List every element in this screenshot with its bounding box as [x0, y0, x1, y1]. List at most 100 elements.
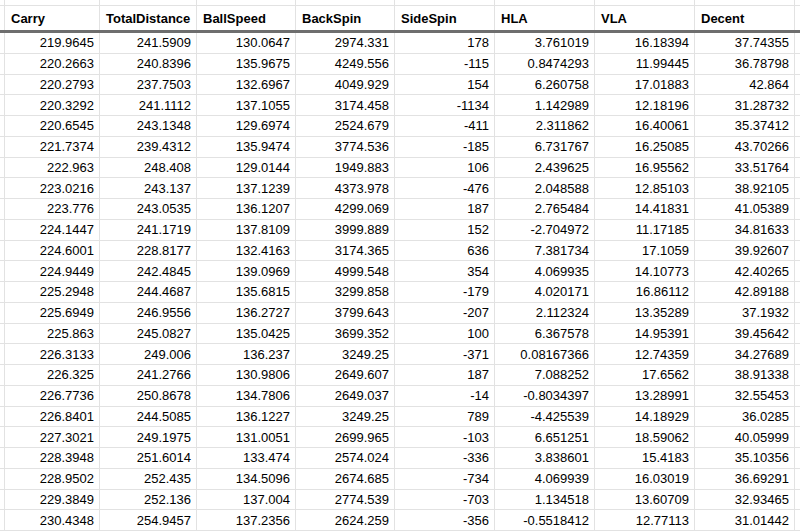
cell-totaldistance[interactable]: 237.7503 [100, 75, 197, 95]
cell-totaldistance[interactable]: 250.8678 [100, 386, 197, 406]
cell-hla[interactable]: 2.112324 [495, 303, 595, 323]
cell-carry[interactable]: 220.2663 [5, 54, 100, 74]
cell-decent[interactable]: 31.01442 [695, 510, 795, 530]
cell-sidespin[interactable]: 187 [395, 199, 495, 219]
cell-totaldistance[interactable]: 246.9556 [100, 303, 197, 323]
cell-ballspeed[interactable]: 135.9474 [197, 137, 296, 157]
cell-decent[interactable]: 41.05389 [695, 199, 795, 219]
cell-backspin[interactable]: 3249.25 [296, 344, 395, 364]
cell-sidespin[interactable]: -1134 [395, 95, 495, 115]
cell-backspin[interactable]: 4049.929 [296, 75, 395, 95]
cell-hla[interactable]: 7.088252 [495, 365, 595, 385]
cell-hla[interactable]: 6.651251 [495, 427, 595, 447]
cell-hla[interactable]: 0.8474293 [495, 54, 595, 74]
cell-carry[interactable]: 223.0216 [5, 178, 100, 198]
cell-sidespin[interactable]: -103 [395, 427, 495, 447]
cell-decent[interactable]: 36.78798 [695, 54, 795, 74]
cell-hla[interactable]: 7.381734 [495, 241, 595, 261]
cell-ballspeed[interactable]: 129.6974 [197, 116, 296, 136]
cell-decent[interactable]: 34.27689 [695, 344, 795, 364]
cell-hla[interactable]: 1.142989 [495, 95, 595, 115]
cell-backspin[interactable]: 2649.037 [296, 386, 395, 406]
cell-vla[interactable]: 12.18196 [595, 95, 695, 115]
cell-carry[interactable]: 224.6001 [5, 241, 100, 261]
cell-decent[interactable]: 36.0285 [695, 407, 795, 427]
cell-ballspeed[interactable]: 130.0647 [197, 33, 296, 53]
cell-carry[interactable]: 225.6949 [5, 303, 100, 323]
cell-carry[interactable]: 228.9502 [5, 469, 100, 489]
cell-backspin[interactable]: 3299.858 [296, 282, 395, 302]
cell-hla[interactable]: 2.311862 [495, 116, 595, 136]
cell-carry[interactable]: 220.6545 [5, 116, 100, 136]
cell-sidespin[interactable]: -411 [395, 116, 495, 136]
cell-carry[interactable]: 227.3021 [5, 427, 100, 447]
cell-decent[interactable]: 38.91338 [695, 365, 795, 385]
cell-vla[interactable]: 17.6562 [595, 365, 695, 385]
cell-sidespin[interactable]: -371 [395, 344, 495, 364]
cell-backspin[interactable]: 2699.965 [296, 427, 395, 447]
cell-ballspeed[interactable]: 136.1227 [197, 407, 296, 427]
cell-hla[interactable]: 6.367578 [495, 324, 595, 344]
header-cell-vla[interactable]: VLA [595, 6, 695, 30]
cell-totaldistance[interactable]: 241.5909 [100, 33, 197, 53]
cell-hla[interactable]: 0.08167366 [495, 344, 595, 364]
cell-ballspeed[interactable]: 137.1239 [197, 178, 296, 198]
cell-hla[interactable]: -0.8034397 [495, 386, 595, 406]
cell-decent[interactable]: 39.45642 [695, 324, 795, 344]
cell-ballspeed[interactable]: 130.9806 [197, 365, 296, 385]
header-cell-decent[interactable]: Decent [695, 6, 795, 30]
cell-totaldistance[interactable]: 252.136 [100, 490, 197, 510]
cell-totaldistance[interactable]: 243.137 [100, 178, 197, 198]
cell-ballspeed[interactable]: 137.1055 [197, 95, 296, 115]
cell-backspin[interactable]: 4373.978 [296, 178, 395, 198]
cell-totaldistance[interactable]: 248.408 [100, 158, 197, 178]
cell-totaldistance[interactable]: 249.1975 [100, 427, 197, 447]
cell-ballspeed[interactable]: 129.0144 [197, 158, 296, 178]
cell-backspin[interactable]: 4299.069 [296, 199, 395, 219]
cell-vla[interactable]: 11.99445 [595, 54, 695, 74]
cell-backspin[interactable]: 3774.536 [296, 137, 395, 157]
cell-hla[interactable]: 2.765484 [495, 199, 595, 219]
cell-backspin[interactable]: 3699.352 [296, 324, 395, 344]
cell-totaldistance[interactable]: 228.8177 [100, 241, 197, 261]
cell-decent[interactable]: 37.74355 [695, 33, 795, 53]
cell-totaldistance[interactable]: 243.0535 [100, 199, 197, 219]
cell-carry[interactable]: 223.776 [5, 199, 100, 219]
cell-vla[interactable]: 17.1059 [595, 241, 695, 261]
cell-decent[interactable]: 39.92607 [695, 241, 795, 261]
cell-backspin[interactable]: 2624.259 [296, 510, 395, 530]
cell-backspin[interactable]: 2649.607 [296, 365, 395, 385]
cell-vla[interactable]: 12.77113 [595, 510, 695, 530]
header-cell-carry[interactable]: Carry [5, 6, 100, 30]
header-cell-hla[interactable]: HLA [495, 6, 595, 30]
cell-carry[interactable]: 219.9645 [5, 33, 100, 53]
cell-ballspeed[interactable]: 135.6815 [197, 282, 296, 302]
cell-carry[interactable]: 229.3849 [5, 490, 100, 510]
cell-vla[interactable]: 12.85103 [595, 178, 695, 198]
cell-sidespin[interactable]: 154 [395, 75, 495, 95]
cell-decent[interactable]: 32.55453 [695, 386, 795, 406]
cell-backspin[interactable]: 1949.883 [296, 158, 395, 178]
cell-backspin[interactable]: 3174.458 [296, 95, 395, 115]
cell-vla[interactable]: 14.41831 [595, 199, 695, 219]
cell-sidespin[interactable]: -734 [395, 469, 495, 489]
cell-sidespin[interactable]: -336 [395, 448, 495, 468]
cell-hla[interactable]: 6.731767 [495, 137, 595, 157]
cell-totaldistance[interactable]: 243.1348 [100, 116, 197, 136]
cell-sidespin[interactable]: 152 [395, 220, 495, 240]
cell-hla[interactable]: 3.838601 [495, 448, 595, 468]
cell-ballspeed[interactable]: 137.8109 [197, 220, 296, 240]
cell-ballspeed[interactable]: 135.0425 [197, 324, 296, 344]
cell-sidespin[interactable]: 106 [395, 158, 495, 178]
cell-sidespin[interactable]: -207 [395, 303, 495, 323]
cell-carry[interactable]: 224.9449 [5, 261, 100, 281]
cell-decent[interactable]: 38.92105 [695, 178, 795, 198]
cell-vla[interactable]: 15.4183 [595, 448, 695, 468]
cell-hla[interactable]: 2.439625 [495, 158, 595, 178]
cell-hla[interactable]: -2.704972 [495, 220, 595, 240]
cell-totaldistance[interactable]: 245.0827 [100, 324, 197, 344]
cell-sidespin[interactable]: -179 [395, 282, 495, 302]
cell-decent[interactable]: 40.05999 [695, 427, 795, 447]
cell-carry[interactable]: 220.3292 [5, 95, 100, 115]
cell-sidespin[interactable]: -476 [395, 178, 495, 198]
